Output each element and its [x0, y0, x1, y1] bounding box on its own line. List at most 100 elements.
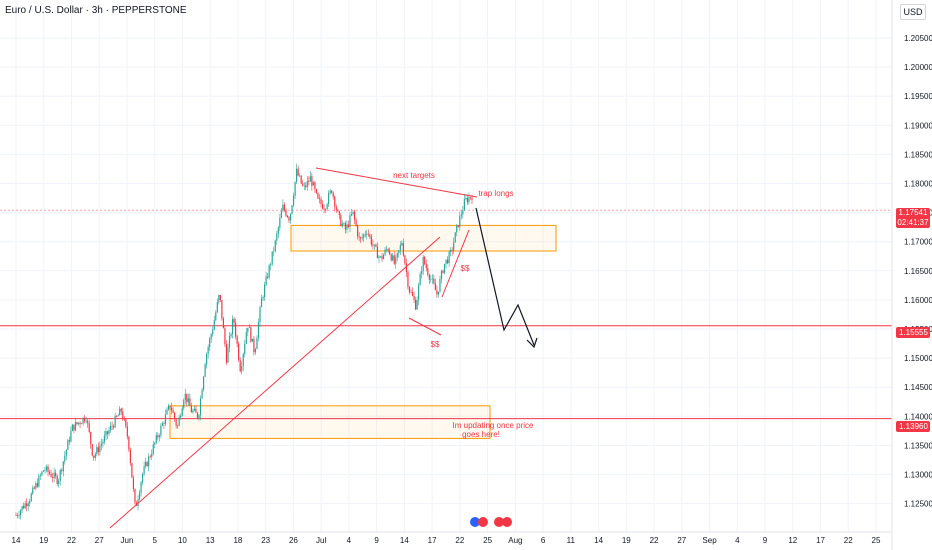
candle-body: [210, 334, 212, 339]
y-tick-label: 1.13000: [904, 471, 932, 480]
candle-body: [315, 189, 318, 194]
candle-body: [204, 364, 206, 377]
candle-body: [263, 284, 266, 298]
candle-body: [430, 279, 432, 280]
candle-body: [155, 435, 157, 443]
candle-body: [437, 291, 440, 295]
currency-selector[interactable]: USD: [900, 4, 926, 20]
x-tick-label: Jun: [121, 536, 134, 545]
candle-body: [328, 193, 330, 205]
candle-body: [56, 475, 58, 484]
candle-body: [120, 408, 122, 412]
candle-body: [221, 300, 223, 319]
annotations: next targets trap longs $$ $$ Im updating on…: [393, 171, 534, 439]
zones: [169, 224, 557, 439]
candle-body: [160, 425, 162, 436]
candle-body: [414, 299, 417, 310]
candle-body: [337, 209, 339, 212]
liquidity-line-lower: [408, 317, 442, 336]
candle-body: [88, 422, 90, 432]
liquidity-label-upper: $$: [461, 264, 470, 273]
candle-body: [29, 501, 31, 504]
candle-body: [32, 487, 34, 494]
candle-body: [421, 270, 423, 274]
candle-body: [390, 254, 392, 261]
candle-body: [149, 456, 151, 458]
candle-body: [26, 503, 28, 507]
candle-body: [53, 472, 55, 478]
candle-body: [457, 225, 459, 227]
x-tick-label: 27: [95, 536, 104, 545]
candle-body: [358, 236, 360, 238]
candle-body: [350, 213, 353, 216]
x-tick-label: 12: [788, 536, 797, 545]
candle-body: [456, 225, 458, 233]
candle-body: [292, 195, 295, 206]
candle-body: [138, 492, 141, 500]
candle-body: [143, 466, 145, 474]
candle-body: [41, 471, 43, 476]
candle-body: [233, 318, 235, 323]
candle-body: [181, 408, 183, 416]
candle-body: [320, 199, 322, 205]
candle-body: [387, 249, 389, 251]
y-tick-label: 1.14500: [904, 383, 932, 392]
chart-title: Euro / U.S. Dollar · 3h · PEPPERSTONE: [5, 5, 187, 16]
candle-body: [30, 493, 32, 502]
nav-event-icon-2[interactable]: [494, 517, 504, 527]
candle-body: [341, 223, 343, 226]
candle-body: [300, 175, 302, 184]
candle-body: [282, 204, 284, 212]
candle-body: [151, 454, 153, 457]
candle-body: [247, 327, 249, 333]
x-tick-label: Sep: [702, 536, 717, 545]
candle-body: [65, 449, 67, 456]
candle-body: [331, 190, 333, 193]
candle-body: [279, 218, 281, 228]
candle-body: [355, 219, 357, 226]
candle-body: [15, 515, 17, 516]
y-tick-label: 1.16000: [904, 296, 932, 305]
candle-body: [178, 417, 180, 426]
candle-body: [209, 338, 211, 348]
candle-body: [395, 257, 397, 264]
nav-event-icon-3[interactable]: [502, 517, 512, 527]
candle-body: [276, 233, 278, 241]
candle-body: [309, 176, 311, 182]
candle-body: [462, 210, 464, 215]
nav-earnings-icon[interactable]: [470, 517, 480, 527]
candle-body: [122, 411, 124, 420]
candle-body: [169, 405, 171, 408]
candle-body: [195, 408, 197, 413]
y-tick-label: 1.17000: [904, 238, 932, 247]
y-tick-label: 1.20500: [904, 34, 932, 43]
candle-body: [16, 515, 19, 516]
note-line-1: Im updating once price: [453, 421, 534, 430]
y-tick-label: 1.18000: [904, 180, 932, 189]
x-tick-label: 22: [67, 536, 76, 545]
candle-body: [189, 398, 191, 407]
candle-body: [347, 224, 350, 227]
lower-zone: [169, 405, 491, 439]
x-axis: 14 19 22 27 Jun 5 10 13 18 23 26 Jul 4 9 14 17 22 25 Aug 6 1…: [0, 531, 892, 545]
drawings: [109, 167, 538, 529]
candle-body: [163, 423, 165, 424]
candle-body: [466, 197, 469, 203]
x-tick-label: 18: [233, 536, 242, 545]
y-tick-label: 1.19000: [904, 121, 932, 130]
candle-body: [401, 243, 403, 246]
y-tick-label: 1.20000: [904, 63, 932, 72]
candle-body: [154, 442, 156, 445]
candle-body: [38, 475, 40, 487]
candle-body: [280, 211, 282, 219]
candle-body: [273, 251, 275, 252]
candle-body: [140, 482, 142, 493]
candle-body: [82, 417, 84, 424]
candles: [15, 163, 473, 520]
candle-body: [128, 436, 130, 450]
candle-body: [242, 353, 244, 367]
candle-body: [62, 461, 64, 472]
nav-event-icon[interactable]: [478, 517, 488, 527]
candle-body: [308, 180, 310, 182]
